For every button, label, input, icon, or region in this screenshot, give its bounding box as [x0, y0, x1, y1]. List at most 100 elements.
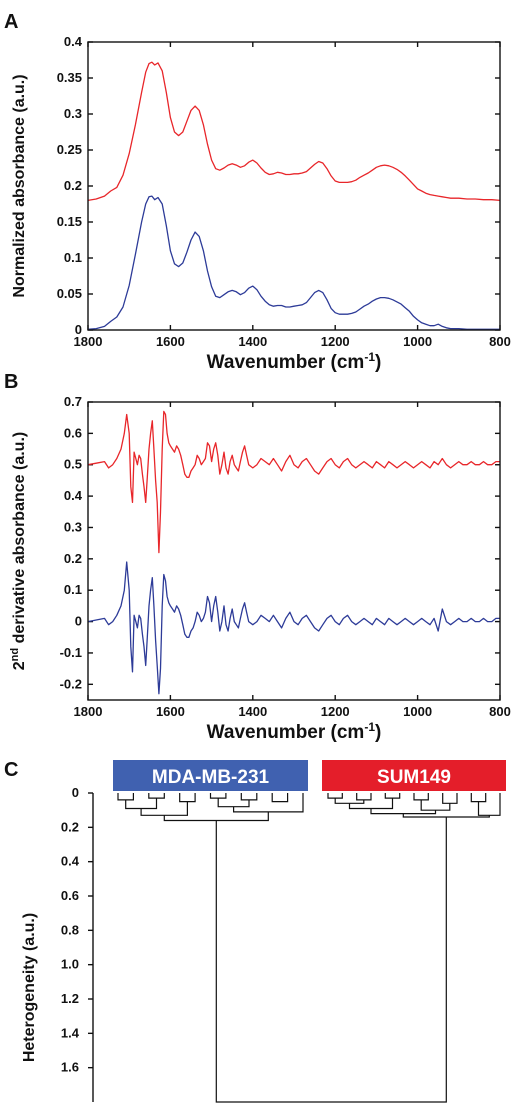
pb-x-tick-label: 1800: [74, 704, 103, 719]
pa-y-tick-label: 0.4: [64, 34, 83, 49]
pb-series-line-1: [87, 561, 500, 695]
pb-x-tick-label: 800: [489, 704, 511, 719]
pc-dendrogram-link-12: [356, 793, 372, 801]
panel-c-group-labels: MDA-MB-231 SUM149: [113, 760, 506, 791]
panel-a-y-axis-label-wrap: Normalized absorbance (a.u.): [11, 74, 28, 297]
pc-y-tick-label: 1.0: [61, 957, 79, 972]
panel-c-y-ticks: 0 0.2 0.4 0.6 0.8 1.0 1.2 1.4 1.6: [61, 785, 93, 1075]
pc-dendrogram-link-10: [163, 811, 269, 822]
panel-b-x-axis-label-sup: -1: [364, 720, 375, 734]
pa-y-tick-label: 0.3: [64, 106, 82, 121]
pa-y-tick-label: 0.15: [57, 214, 82, 229]
panel-b-y-axis-label-pre: 2: [11, 661, 28, 670]
pb-y-tick-label: 0.7: [64, 394, 82, 409]
pc-group-label-0: MDA-MB-231: [152, 767, 270, 788]
pb-x-tick-label: 1000: [403, 704, 432, 719]
pb-y-tick-label: 0.3: [64, 519, 82, 534]
panel-a-y-axis-label: Normalized absorbance (a.u.): [11, 74, 28, 297]
pc-y-tick-label: 0.6: [61, 888, 79, 903]
pc-dendrogram-link-13: [334, 798, 365, 804]
pa-series-line-1: [87, 195, 500, 330]
pc-dendrogram-link-20: [470, 793, 487, 803]
pc-y-tick-label: 0: [72, 785, 79, 800]
pa-series-line-0: [87, 61, 501, 202]
pa-y-tick-label: 0.1: [64, 250, 82, 265]
pa-x-tick-label: 800: [489, 334, 511, 349]
pa-y-tick-label: 0.05: [57, 286, 82, 301]
pc-dendrogram-link-23: [215, 817, 447, 1103]
panel-letter-a: A: [4, 11, 18, 33]
pc-dendrogram-link-14: [384, 793, 401, 799]
panel-a-x-axis-label: Wavenumber (cm-1): [207, 350, 382, 373]
pc-group-label-1: SUM149: [377, 767, 451, 788]
pa-y-tick-label: 0.35: [57, 70, 82, 85]
panel-a-x-axis-label-sup: -1: [364, 350, 375, 364]
pc-y-tick-label: 1.6: [61, 1060, 79, 1075]
panel-c-y-axis-label-wrap: Heterogeneity (a.u.): [21, 913, 38, 1062]
pc-y-tick-label: 0.2: [61, 819, 79, 834]
pc-dendrogram-link-17: [442, 793, 458, 804]
pc-dendrogram-link-18: [420, 799, 451, 811]
pb-y-tick-label: 0.4: [64, 488, 83, 503]
pa-y-tick-label: 0: [75, 322, 82, 337]
pb-x-tick-label: 1400: [238, 704, 267, 719]
pa-x-tick-label: 1400: [238, 334, 267, 349]
panel-b-x-axis-label-main: Wavenumber (cm: [207, 722, 365, 743]
pc-dendrogram-link-16: [413, 793, 429, 801]
pb-x-tick-label: 1200: [321, 704, 350, 719]
panel-a-plot-frame: [87, 41, 501, 331]
panel-b-y-axis-label-wrap: 2nd derivative absorbance (a.u.): [9, 432, 28, 670]
panel-b-y-ticks: -0.2 -0.1 0 0.1 0.2 0.3 0.4 0.5 0.6 0.7: [60, 394, 500, 691]
panel-c-dendrogram: [117, 793, 501, 1103]
pc-y-tick-label: 1.4: [61, 1025, 80, 1040]
panel-b: B 2nd derivative absorbance (a.u.) -0.2-…: [4, 371, 511, 743]
pb-series-line-0: [87, 410, 500, 554]
panel-a-x-axis-label-end: ): [375, 352, 381, 373]
panel-b-series: [87, 410, 500, 695]
panel-b-x-ticks: 1800 1600 1400 1200 1000 800: [74, 402, 511, 719]
pc-y-tick-label: 0.4: [61, 854, 80, 869]
panel-b-y-axis-label-sup: nd: [9, 648, 21, 661]
pc-y-tick-label: 1.2: [61, 991, 79, 1006]
panel-a-series: [87, 61, 501, 330]
pc-dendrogram-link-0: [117, 793, 134, 801]
pc-dendrogram-link-1: [148, 793, 165, 799]
pc-y-tick-label: 0.8: [61, 922, 79, 937]
pb-y-tick-label: 0.1: [64, 582, 82, 597]
pc-dendrogram-link-8: [271, 793, 289, 803]
pb-y-tick-label: -0.2: [60, 676, 82, 691]
pa-x-tick-label: 1800: [74, 334, 103, 349]
pb-y-tick-label: 0.6: [64, 425, 82, 440]
pb-y-tick-label: -0.1: [60, 645, 82, 660]
pb-y-tick-label: 0.5: [64, 457, 82, 472]
panel-a-x-ticks: 1800 1600 1400 1200 1000 800: [74, 42, 511, 349]
pc-dendrogram-link-5: [209, 793, 227, 799]
pc-group-box-0: [113, 760, 308, 791]
pa-x-tick-label: 1000: [403, 334, 432, 349]
panel-b-x-axis-label-end: ): [375, 722, 381, 743]
panel-a-y-ticks: 0 0.05 0.1 0.15 0.2 0.25 0.3 0.35 0.4: [57, 34, 500, 337]
pb-y-tick-label: 0.2: [64, 551, 82, 566]
pa-x-tick-label: 1600: [156, 334, 185, 349]
panel-b-plot-frame: [87, 401, 501, 701]
pc-dendrogram-link-3: [179, 793, 196, 803]
pb-x-tick-label: 1600: [156, 704, 185, 719]
panel-a: A Normalized absorbance (a.u.) 00.050.10…: [4, 11, 511, 373]
pa-y-tick-label: 0.25: [57, 142, 82, 157]
pa-y-tick-label: 0.2: [64, 178, 82, 193]
pc-dendrogram-link-9: [233, 793, 304, 813]
panel-letter-c: C: [4, 759, 18, 781]
panel-a-x-axis-label-main: Wavenumber (cm: [207, 352, 365, 373]
panel-c-y-axis-label: Heterogeneity (a.u.): [21, 913, 38, 1062]
pc-dendrogram-link-11: [327, 793, 343, 799]
pc-group-box-1: [322, 760, 506, 791]
panel-b-x-axis-label: Wavenumber (cm-1): [207, 720, 382, 743]
panel-b-y-axis-label: 2nd derivative absorbance (a.u.): [9, 432, 28, 670]
pc-dendrogram-link-19: [370, 808, 437, 815]
panel-letter-b: B: [4, 371, 18, 393]
pa-x-tick-label: 1200: [321, 334, 350, 349]
pc-dendrogram-link-6: [240, 793, 258, 801]
pb-y-tick-label: 0: [75, 614, 82, 629]
pc-dendrogram-link-21: [477, 793, 501, 816]
